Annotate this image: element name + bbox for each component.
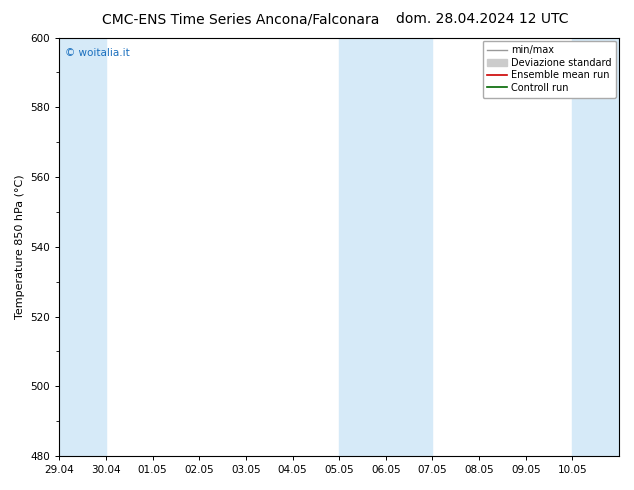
Legend: min/max, Deviazione standard, Ensemble mean run, Controll run: min/max, Deviazione standard, Ensemble m… [482,41,616,98]
Text: CMC-ENS Time Series Ancona/Falconara: CMC-ENS Time Series Ancona/Falconara [102,12,380,26]
Bar [573,38,634,456]
Text: dom. 28.04.2024 12 UTC: dom. 28.04.2024 12 UTC [396,12,568,26]
Y-axis label: Temperature 850 hPa (°C): Temperature 850 hPa (°C) [15,174,25,319]
Bar [339,38,432,456]
Bar [60,38,106,456]
Text: © woitalia.it: © woitalia.it [65,48,130,58]
